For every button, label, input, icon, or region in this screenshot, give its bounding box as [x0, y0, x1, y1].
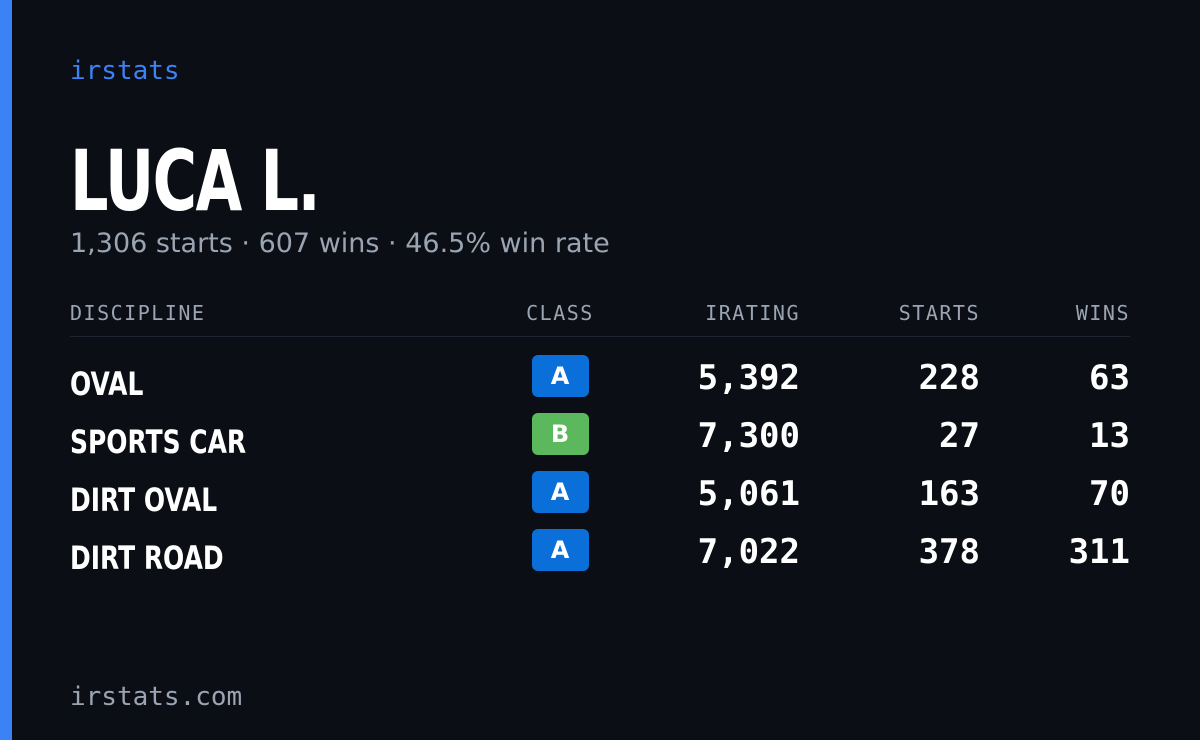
column-header: IRATING: [705, 301, 800, 325]
starts: 228: [918, 358, 980, 398]
column-header: CLASS: [526, 301, 594, 325]
profile-name: LUCA L.: [70, 132, 321, 230]
column-header: STARTS: [898, 301, 980, 325]
wins: 70: [1089, 474, 1130, 514]
starts: 27: [939, 416, 980, 456]
column-header: DISCIPLINE: [70, 301, 206, 325]
irating: 5,392: [697, 358, 800, 398]
starts: 163: [918, 474, 980, 514]
wins: 63: [1089, 358, 1130, 398]
column-header: WINS: [1075, 301, 1130, 325]
brand: irstats: [70, 56, 180, 86]
wins: 311: [1068, 532, 1130, 572]
discipline: DIRT ROAD: [70, 539, 224, 577]
discipline: SPORTS CAR: [70, 423, 247, 461]
class-badge: B: [531, 413, 589, 455]
class-badge: A: [531, 529, 589, 571]
irating: 7,300: [697, 416, 800, 456]
discipline: OVAL: [70, 365, 144, 403]
irating: 5,061: [697, 474, 800, 514]
irating: 7,022: [697, 532, 800, 572]
discipline: DIRT OVAL: [70, 481, 218, 519]
header-divider: [70, 336, 1130, 337]
class-badge: A: [531, 471, 589, 513]
footer-link[interactable]: irstats.com: [70, 682, 243, 712]
accent-bar: [0, 0, 12, 740]
wins: 13: [1089, 416, 1130, 456]
class-badge: A: [531, 355, 589, 397]
profile-summary: 1,306 starts · 607 wins · 46.5% win rate: [70, 228, 610, 259]
starts: 378: [918, 532, 980, 572]
